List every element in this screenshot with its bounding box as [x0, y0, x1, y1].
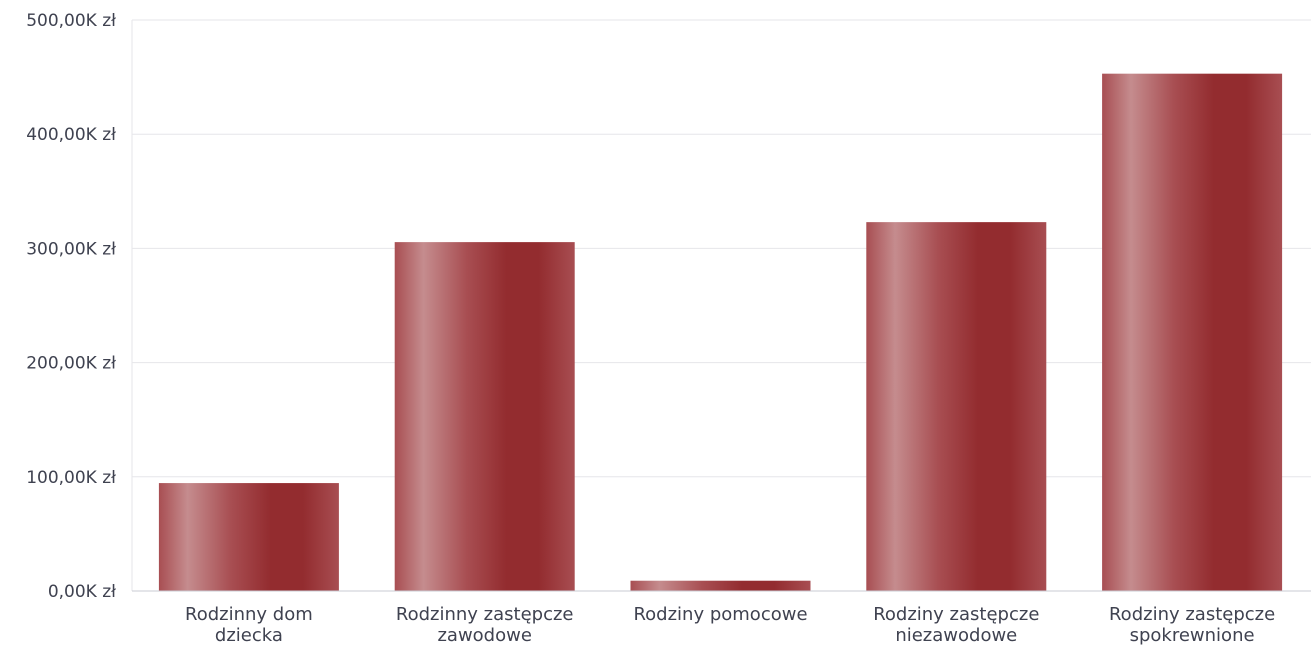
bar[interactable]: [630, 580, 811, 591]
x-axis: [131, 20, 1311, 592]
x-category-label: Rodziny pomocowe: [633, 604, 807, 625]
bar[interactable]: [394, 242, 575, 591]
y-tick-label: 100,00K zł: [26, 468, 116, 488]
y-tick-label: 200,00K zł: [26, 354, 116, 374]
bar[interactable]: [158, 483, 339, 591]
y-tick-label: 300,00K zł: [26, 239, 116, 259]
bar[interactable]: [866, 222, 1047, 591]
y-tick-label: 0,00K zł: [48, 582, 116, 602]
x-axis-category-labels: Rodzinny dom dziecka Rodzinny zastępcze zaw…: [185, 604, 1275, 646]
x-category-label: Rodzinny zastępcze zawodowe: [396, 604, 574, 646]
y-axis-tick-labels: 0,00K zł 100,00K zł 200,00K zł 300,00K zł 40…: [26, 11, 116, 602]
x-category-label: Rodzinny dom dziecka: [185, 604, 313, 646]
x-category-label: Rodziny zastępcze spokrewnione: [1109, 604, 1275, 646]
y-tick-label: 400,00K zł: [26, 125, 116, 145]
bar[interactable]: [1102, 73, 1283, 591]
x-category-label: Rodziny zastępcze niezawodowe: [873, 604, 1039, 646]
y-tick-label: 500,00K zł: [26, 11, 116, 31]
bars: [158, 73, 1283, 591]
